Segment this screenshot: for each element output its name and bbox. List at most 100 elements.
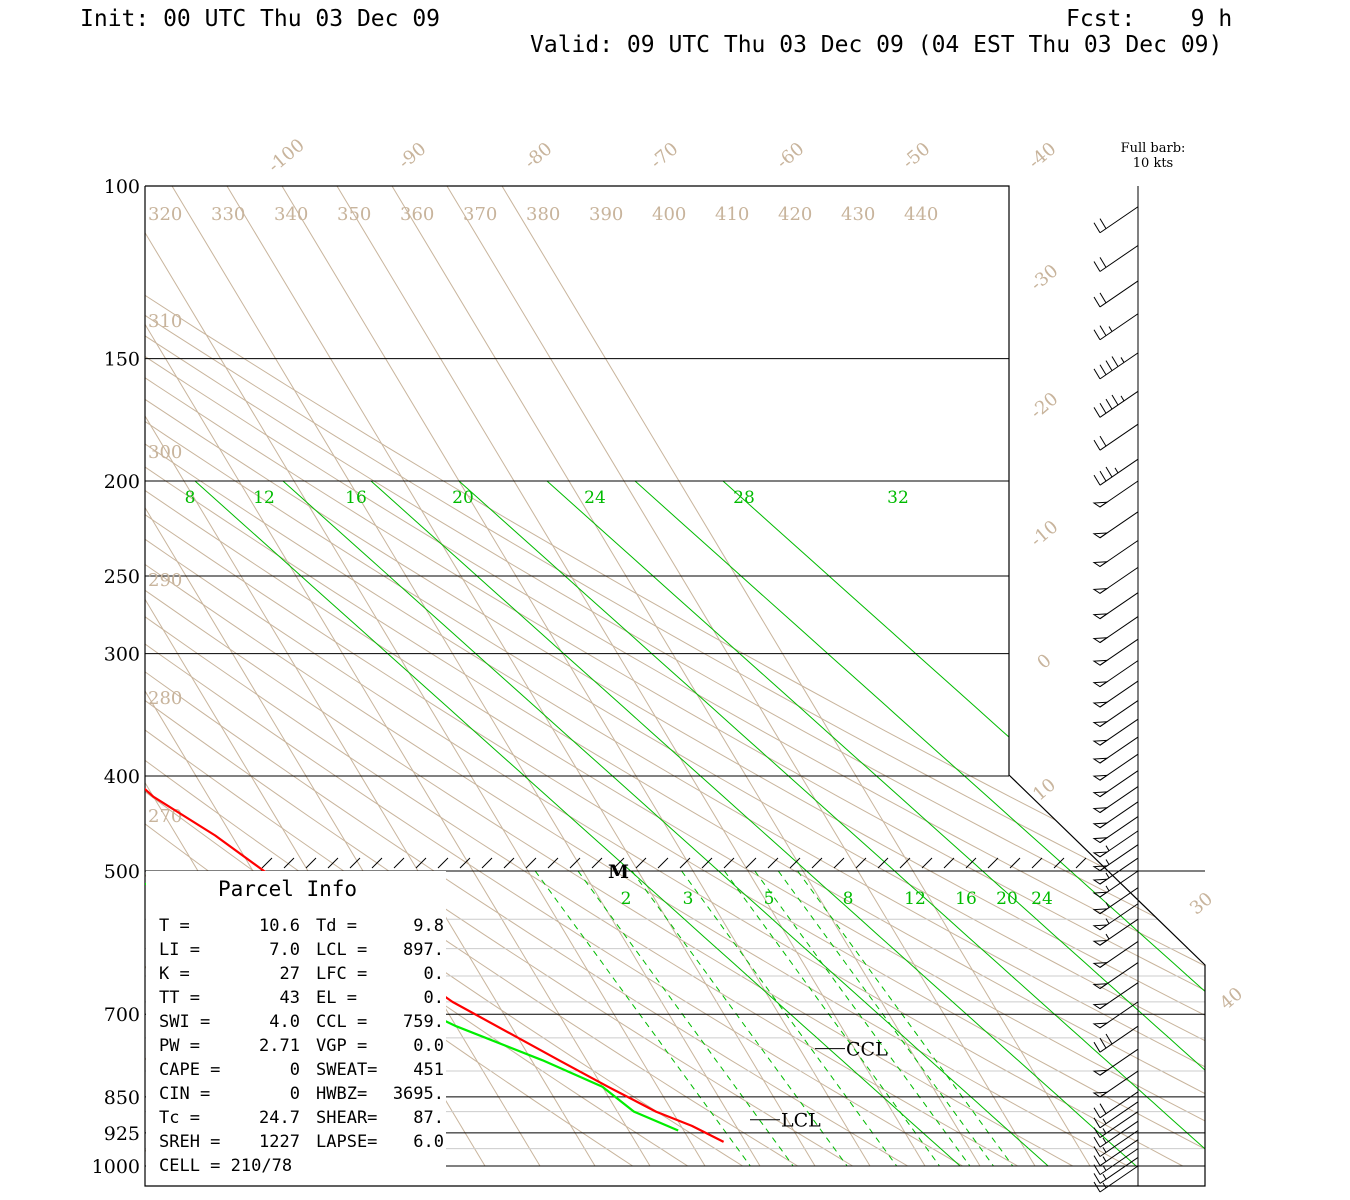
mixing-ratio-label: 32	[887, 488, 909, 508]
barb-shaft	[1099, 352, 1139, 380]
parcel-label: Tc =	[159, 1108, 200, 1128]
theta-label: 330	[211, 204, 245, 225]
parcel-label: HWBZ=	[316, 1084, 367, 1104]
tropopause-hatch	[283, 857, 295, 869]
barb-half-flag	[1102, 1182, 1107, 1189]
barb-pennant	[1092, 807, 1109, 814]
tropopause-hatch	[855, 857, 867, 869]
wind-barb	[1092, 753, 1139, 781]
isotherm-line	[145, 186, 596, 1167]
barb-shaft	[1099, 423, 1139, 451]
tropopause-hatch	[745, 857, 757, 869]
wind-barb	[1093, 1165, 1139, 1193]
barb-half-flag	[1120, 395, 1125, 402]
barb-legend-units: 10 kts	[1133, 156, 1173, 171]
wind-barb	[1093, 313, 1139, 341]
mixing-ratio-line	[754, 870, 971, 1167]
tropopause-hatch	[899, 857, 911, 869]
barb-pennant	[1092, 939, 1109, 946]
barb-half-flag	[1105, 885, 1110, 892]
moist-adiabat-line	[546, 480, 1205, 1167]
parcel-value: 9.8	[413, 916, 444, 936]
dewpoint-profile	[145, 186, 679, 1132]
barb-flag	[1099, 1103, 1107, 1114]
isotherm-label: 40	[1216, 983, 1247, 1014]
barb-flag	[1093, 1173, 1101, 1184]
parcel-value: 6.0	[413, 1132, 444, 1152]
parcel-label: T =	[159, 916, 190, 936]
barb-pennant	[1092, 1022, 1109, 1029]
barb-pennant	[1092, 822, 1109, 829]
tropopause-hatch	[877, 857, 889, 869]
mixing-ratio-label: 5	[764, 889, 775, 909]
barb-half-flag	[1102, 1118, 1107, 1124]
parcel-value: 1227	[259, 1132, 300, 1152]
chart-frame	[144, 185, 1206, 1187]
mixing-ratio-label: 8	[843, 889, 854, 909]
wind-barb	[1093, 1025, 1139, 1053]
tropopause-hatch	[349, 857, 361, 869]
moist-adiabat-line	[634, 480, 1205, 1167]
parcel-value: 4.0	[269, 1012, 300, 1032]
barb-half-flag	[1114, 467, 1119, 474]
mixing-ratio-line	[577, 870, 794, 1167]
barb-pennant	[1092, 983, 1109, 990]
isotherm-label: -60	[773, 138, 809, 173]
mixing-ratio-label: 3	[683, 889, 694, 909]
barb-flag	[1093, 1146, 1101, 1157]
isotherm-label: -50	[899, 138, 935, 173]
barb-flag	[1093, 222, 1101, 234]
barb-pennant	[1092, 587, 1109, 594]
tropopause-hatch	[943, 857, 955, 869]
barb-pennant	[1092, 962, 1109, 969]
barb-half-flag	[1105, 933, 1110, 940]
isotherm-line	[0, 186, 100, 1166]
parcel-label: SREH =	[159, 1132, 220, 1152]
barb-pennant	[1092, 637, 1109, 644]
parcel-label: PW =	[159, 1036, 200, 1056]
barb-half-flag	[1102, 1137, 1107, 1144]
theta-label: 440	[904, 204, 938, 225]
wind-barb	[1093, 1130, 1139, 1157]
wind-barb	[1092, 770, 1139, 798]
theta-label: 410	[715, 204, 749, 225]
barb-flag	[1111, 394, 1119, 406]
pressure-label: 1000	[92, 1156, 140, 1178]
wind-barb	[1092, 982, 1139, 1010]
moist-adiabat-line	[458, 480, 1205, 1167]
tropopause-hatch	[437, 857, 449, 869]
theta-label: 400	[652, 204, 686, 225]
barb-half-flag	[1102, 1128, 1107, 1134]
barb-pennant	[1092, 613, 1109, 620]
barb-half-flag	[1105, 859, 1110, 865]
init-time: Init: 00 UTC Thu 03 Dec 09	[80, 6, 441, 32]
theta-label: 360	[400, 204, 434, 225]
tropopause-hatch	[811, 857, 823, 869]
tropopause-hatch	[503, 857, 515, 869]
wind-barb	[1092, 1001, 1139, 1029]
wind-barb	[1093, 458, 1139, 486]
pressure-label: 400	[104, 766, 140, 788]
barb-flag	[1093, 296, 1101, 308]
barb-half-flag	[1120, 357, 1125, 363]
barb-flag	[1093, 474, 1101, 486]
wind-barb	[1092, 857, 1139, 885]
theta-label: 280	[148, 688, 182, 709]
barb-pennant	[1092, 1069, 1109, 1076]
moist-adiabat-line	[194, 480, 961, 1167]
isotherm-label: -10	[1027, 516, 1063, 551]
mixing-ratio-label: 16	[345, 488, 367, 508]
barb-flag	[1099, 470, 1107, 482]
wind-barb	[1092, 660, 1139, 688]
barb-flag	[1093, 407, 1101, 418]
tropopause-hatch	[767, 857, 779, 869]
parcel-value: 27	[280, 964, 300, 984]
wind-barb	[1093, 245, 1139, 272]
barb-flag	[1099, 218, 1107, 229]
mixing-ratio-line	[534, 870, 751, 1167]
parcel-value: 87.	[413, 1108, 444, 1128]
parcel-value: 7.0	[269, 940, 300, 960]
barb-pennant	[1092, 681, 1109, 688]
wind-barb	[1092, 801, 1139, 829]
tropopause-hatch	[261, 857, 273, 869]
